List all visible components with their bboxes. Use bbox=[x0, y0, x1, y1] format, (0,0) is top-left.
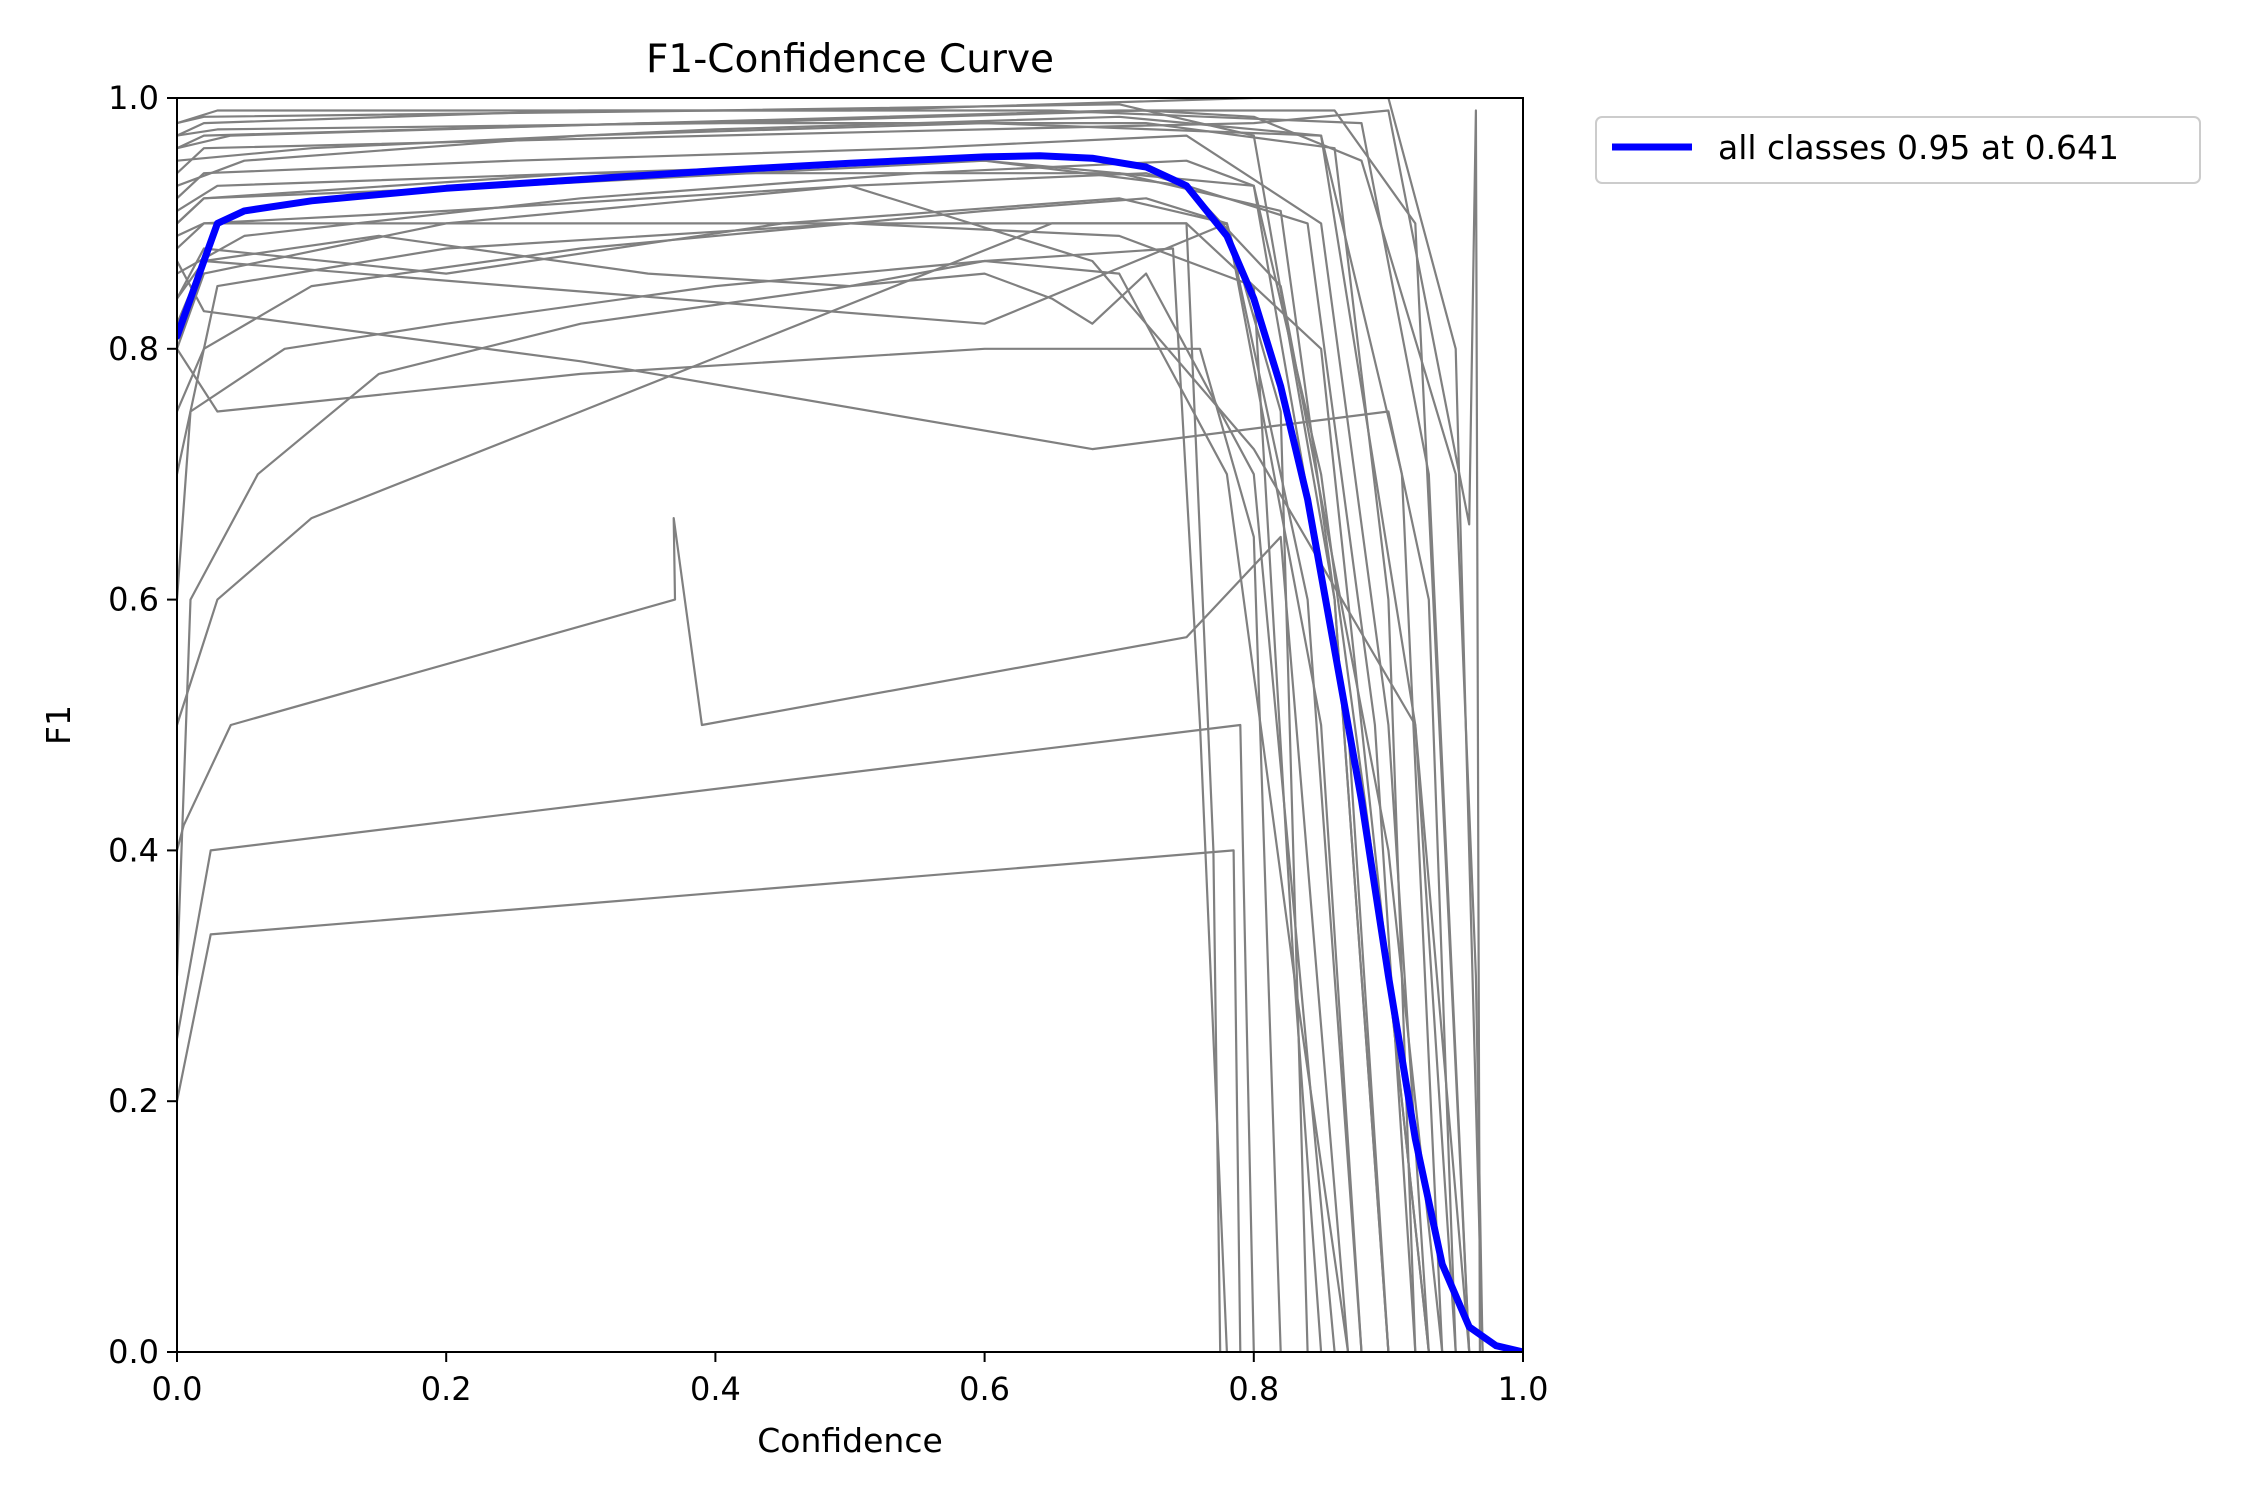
y-tick-label: 0.2 bbox=[108, 1082, 159, 1120]
f1-confidence-chart: F1-Confidence Curve 0.0 0.2 0.4 0.6 0.8 1.0 0… bbox=[0, 0, 2250, 1500]
y-axis-label: F1 bbox=[39, 705, 78, 745]
x-axis-label: Confidence bbox=[757, 1421, 943, 1460]
y-tick-label: 0.6 bbox=[108, 581, 159, 619]
y-tick-label: 0.8 bbox=[108, 330, 159, 368]
x-tick-label: 0.4 bbox=[690, 1370, 741, 1408]
x-tick-label: 1.0 bbox=[1498, 1370, 1549, 1408]
y-tick-label: 0.4 bbox=[108, 831, 159, 869]
x-tick-label: 0.0 bbox=[152, 1370, 203, 1408]
legend: all classes 0.95 at 0.641 bbox=[1596, 117, 2200, 183]
chart-title: F1-Confidence Curve bbox=[646, 37, 1054, 82]
y-tick-label: 0.0 bbox=[108, 1333, 159, 1371]
legend-label-all-classes: all classes 0.95 at 0.641 bbox=[1718, 128, 2119, 167]
x-tick-label: 0.8 bbox=[1228, 1370, 1279, 1408]
x-tick-label: 0.6 bbox=[959, 1370, 1010, 1408]
y-tick-label: 1.0 bbox=[108, 79, 159, 117]
x-tick-label: 0.2 bbox=[421, 1370, 472, 1408]
